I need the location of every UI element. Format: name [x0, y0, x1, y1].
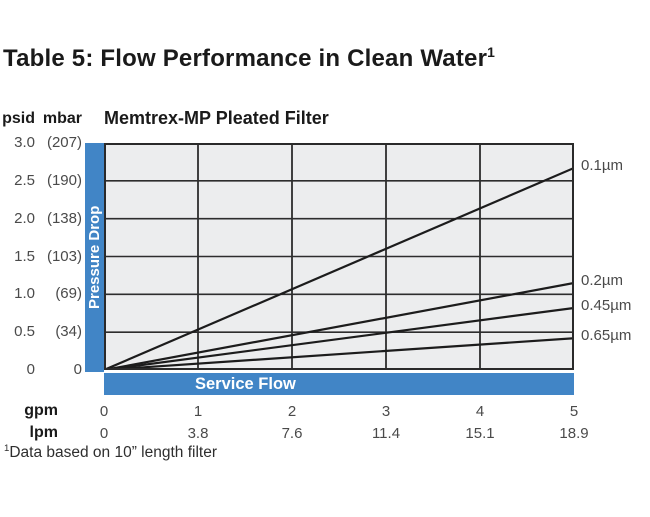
y-tick-psid-value: 1.0 — [14, 285, 35, 303]
x-unit-lpm-label: lpm — [29, 424, 58, 441]
pressure-drop-axis-bar: Pressure Drop — [85, 143, 104, 372]
x-tick-value: 11.4 — [371, 425, 401, 442]
y-tick-psid-value: 3.0 — [14, 134, 35, 151]
x-tick-value: 0 — [99, 425, 109, 442]
footnote: 1Data based on 10” length filter — [4, 443, 217, 462]
x-tick-value: 2 — [287, 403, 297, 420]
y-unit-mbar-label: mbar — [42, 110, 82, 127]
plot-border — [104, 143, 574, 370]
x-tick-value: 3 — [381, 403, 391, 420]
x-tick-value: 1 — [193, 403, 203, 420]
y-unit-psid-label: psid — [2, 110, 35, 127]
service-flow-axis-bar: Service Flow — [104, 373, 574, 395]
series-line-0.65µm — [104, 337, 574, 370]
x-tick-value: 15.1 — [465, 425, 495, 442]
series-label-0.2µm: 0.2µm — [581, 271, 623, 289]
series-line-0.1µm — [104, 166, 574, 370]
x-tick-value: 18.9 — [559, 425, 589, 442]
y-tick-psid-value: 2.0 — [14, 209, 35, 227]
x-unit-gpm-label: gpm — [24, 402, 58, 419]
service-flow-axis-title: Service Flow — [195, 374, 296, 393]
y-tick-mbar-value: 0 — [73, 361, 82, 378]
y-tick-mbar-value: (190) — [46, 171, 82, 189]
y-tick-mbar-value: (138) — [46, 209, 82, 227]
y-tick-psid-value: 0.5 — [14, 323, 35, 341]
x-tick-value: 4 — [475, 403, 485, 420]
y-tick-mbar-value: (207) — [46, 134, 82, 151]
y-tick-psid-value: 1.5 — [14, 247, 35, 265]
series-line-0.2µm — [104, 281, 574, 370]
footnote-superscript: 1 — [4, 443, 10, 454]
y-tick-mbar-value: (103) — [46, 247, 82, 265]
x-tick-value: 7.6 — [281, 425, 303, 442]
page-title: Table 5: Flow Performance in Clean Water… — [3, 44, 495, 73]
series-label-0.65µm: 0.65µm — [581, 327, 632, 345]
x-tick-value: 3.8 — [187, 425, 209, 442]
x-tick-value: 0 — [99, 403, 109, 420]
x-tick-value: 5 — [569, 403, 579, 420]
series-label-0.1µm: 0.1µm — [581, 156, 623, 174]
page-title-superscript: 1 — [487, 44, 496, 60]
chart-lines-svg — [104, 143, 574, 370]
y-tick-psid-value: 2.5 — [14, 171, 35, 189]
page-title-text: Table 5: Flow Performance in Clean Water — [3, 45, 488, 72]
chart-subtitle: Memtrex-MP Pleated Filter — [104, 108, 329, 128]
series-line-0.45µm — [104, 306, 574, 370]
plot-area — [104, 143, 574, 370]
footnote-text: Data based on 10” length filter — [9, 444, 218, 462]
pressure-drop-axis-title: Pressure Drop — [86, 205, 103, 310]
y-tick-psid-value: 0 — [26, 361, 35, 378]
y-tick-mbar-value: (69) — [55, 285, 82, 303]
series-label-0.45µm: 0.45µm — [581, 296, 632, 314]
y-tick-mbar-value: (34) — [55, 323, 82, 341]
